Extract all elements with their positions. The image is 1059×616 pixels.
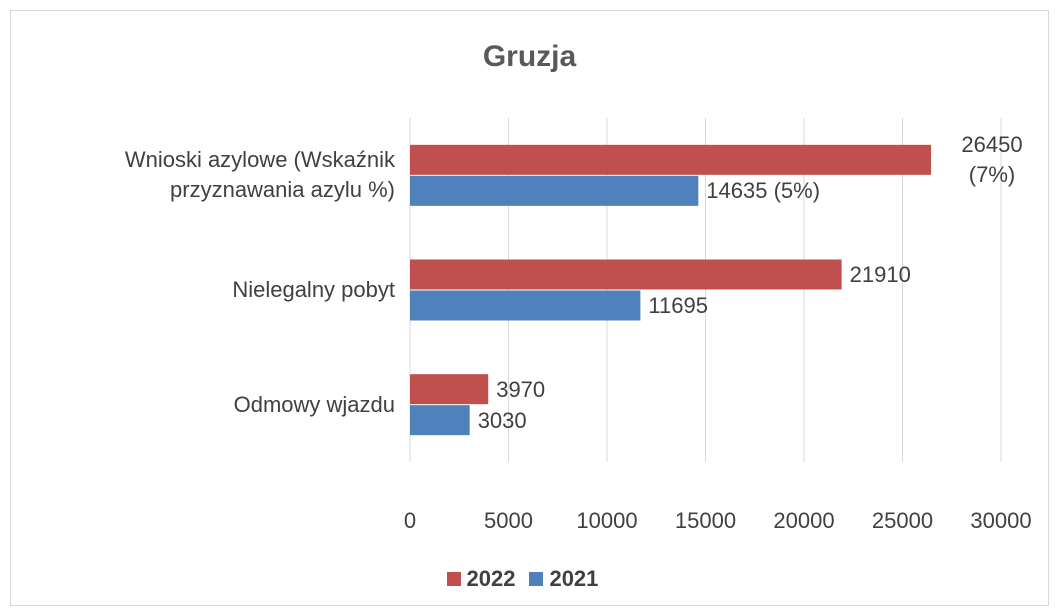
- data-label: 3030: [477, 407, 527, 433]
- bar: [410, 290, 641, 321]
- legend-item: 2021: [529, 566, 598, 592]
- data-label: 26450 (7%): [961, 132, 1023, 188]
- bar: [410, 144, 932, 175]
- data-label: 14635 (5%): [706, 178, 821, 204]
- data-label: 11695: [648, 293, 708, 318]
- legend-label: 2022: [466, 566, 516, 591]
- bar: [410, 405, 470, 436]
- legend-label: 2021: [549, 566, 599, 591]
- legend-swatch: [446, 572, 461, 586]
- x-tick-label: 20000: [773, 508, 835, 533]
- y-tick-label: Wnioski azylowe (Wskaźnik przyznawania a…: [124, 147, 395, 203]
- legend-swatch: [529, 572, 544, 586]
- legend: 2022 2021: [446, 566, 613, 592]
- x-tick-label: 10000: [576, 508, 638, 533]
- data-label: 21910: [849, 262, 911, 287]
- data-label: 3970: [496, 376, 546, 402]
- x-tick-label: 15000: [674, 508, 737, 533]
- bar: [410, 175, 699, 206]
- bar: [410, 374, 489, 405]
- x-tick-label: 5000: [484, 508, 533, 533]
- x-tick-label: 30000: [970, 508, 1032, 533]
- chart-title: Gruzja: [482, 40, 577, 73]
- y-tick-label: Nielegalny pobyt: [232, 277, 395, 302]
- x-tick-label: 0: [403, 508, 417, 533]
- x-tick-label: 25000: [871, 508, 934, 533]
- bar: [410, 259, 842, 290]
- y-tick-label: Odmowy wjazdu: [233, 391, 395, 417]
- legend-item: 2022: [446, 566, 516, 592]
